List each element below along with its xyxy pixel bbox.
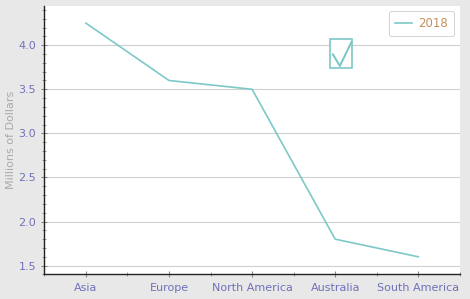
Y-axis label: Millions of Dollars: Millions of Dollars <box>6 91 16 189</box>
FancyBboxPatch shape <box>330 39 352 68</box>
Legend: 2018: 2018 <box>389 11 454 36</box>
